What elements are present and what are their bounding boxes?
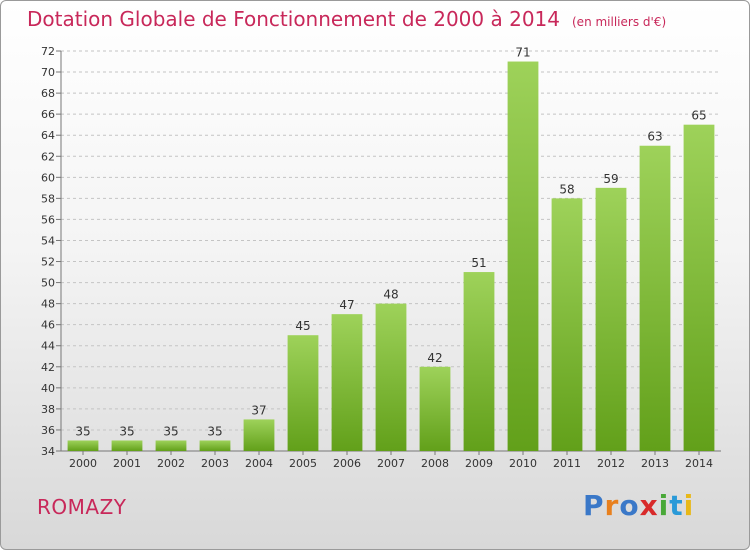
bar-2006 — [331, 314, 363, 451]
x-tick-label: 2004 — [245, 457, 273, 470]
bar-value-label: 37 — [251, 403, 266, 417]
logo-letter: r — [604, 489, 620, 522]
x-tick-label: 2000 — [69, 457, 97, 470]
y-tick-label: 40 — [41, 382, 55, 395]
y-tick-label: 56 — [41, 213, 55, 226]
bar-value-label: 63 — [647, 130, 662, 144]
x-tick-label: 2005 — [289, 457, 317, 470]
chart-title: Dotation Globale de Fonctionnement de 20… — [27, 7, 666, 31]
logo-letter: x — [639, 489, 659, 522]
x-tick-label: 2013 — [641, 457, 669, 470]
logo-letter: P — [583, 489, 605, 522]
bar-2002 — [155, 440, 187, 451]
x-tick-label: 2009 — [465, 457, 493, 470]
bar-2013 — [639, 145, 671, 451]
y-tick-label: 70 — [41, 66, 55, 79]
y-tick-label: 52 — [41, 256, 55, 269]
bar-value-label: 35 — [207, 424, 222, 438]
x-tick-label: 2012 — [597, 457, 625, 470]
bar-value-label: 35 — [75, 424, 90, 438]
bar-value-label: 71 — [515, 46, 530, 60]
bar-value-label: 59 — [603, 172, 618, 186]
y-tick-label: 34 — [41, 445, 55, 458]
y-tick-label: 58 — [41, 192, 55, 205]
y-tick-label: 38 — [41, 403, 55, 416]
x-tick-label: 2006 — [333, 457, 361, 470]
bar-2004 — [243, 419, 275, 451]
x-tick-label: 2011 — [553, 457, 581, 470]
x-tick-label: 2003 — [201, 457, 229, 470]
bar-value-label: 65 — [691, 109, 706, 123]
chart-title-text: Dotation Globale de Fonctionnement de 20… — [27, 7, 560, 31]
bar-value-label: 51 — [471, 256, 486, 270]
y-tick-label: 60 — [41, 171, 55, 184]
bar-2001 — [111, 440, 143, 451]
logo-letter: t — [669, 489, 684, 522]
y-tick-label: 66 — [41, 108, 55, 121]
y-tick-label: 68 — [41, 87, 55, 100]
y-tick-label: 72 — [41, 45, 55, 58]
y-tick-label: 48 — [41, 298, 55, 311]
x-tick-label: 2002 — [157, 457, 185, 470]
y-tick-label: 36 — [41, 424, 55, 437]
x-tick-label: 2010 — [509, 457, 537, 470]
y-tick-label: 64 — [41, 129, 55, 142]
y-tick-label: 62 — [41, 150, 55, 163]
bar-value-label: 58 — [559, 182, 574, 196]
bar-2007 — [375, 303, 407, 451]
bar-value-label: 35 — [119, 424, 134, 438]
bar-2003 — [199, 440, 231, 451]
bar-2008 — [419, 366, 451, 451]
x-tick-label: 2001 — [113, 457, 141, 470]
proxiti-logo: Proxiti — [583, 489, 694, 522]
bar-value-label: 47 — [339, 298, 354, 312]
bar-value-label: 35 — [163, 424, 178, 438]
bar-2011 — [551, 198, 583, 451]
y-tick-label: 46 — [41, 319, 55, 332]
bar-2010 — [507, 61, 539, 452]
bar-2014 — [683, 124, 715, 452]
bar-2005 — [287, 335, 319, 451]
y-tick-label: 44 — [41, 340, 55, 353]
y-tick-label: 50 — [41, 277, 55, 290]
chart-subtitle: (en milliers d'€) — [572, 15, 667, 29]
bar-2000 — [67, 440, 99, 451]
bar-2009 — [463, 272, 495, 451]
x-tick-label: 2014 — [685, 457, 713, 470]
logo-letter: i — [658, 489, 670, 522]
x-tick-label: 2008 — [421, 457, 449, 470]
bar-value-label: 42 — [427, 351, 442, 365]
logo-letter: i — [683, 489, 695, 522]
bar-value-label: 45 — [295, 319, 310, 333]
bar-2012 — [595, 187, 627, 451]
y-tick-label: 54 — [41, 234, 55, 247]
x-tick-label: 2007 — [377, 457, 405, 470]
logo-letter: o — [619, 489, 640, 522]
y-tick-label: 42 — [41, 361, 55, 374]
bar-value-label: 48 — [383, 288, 398, 302]
municipality-name: ROMAZY — [37, 495, 127, 519]
